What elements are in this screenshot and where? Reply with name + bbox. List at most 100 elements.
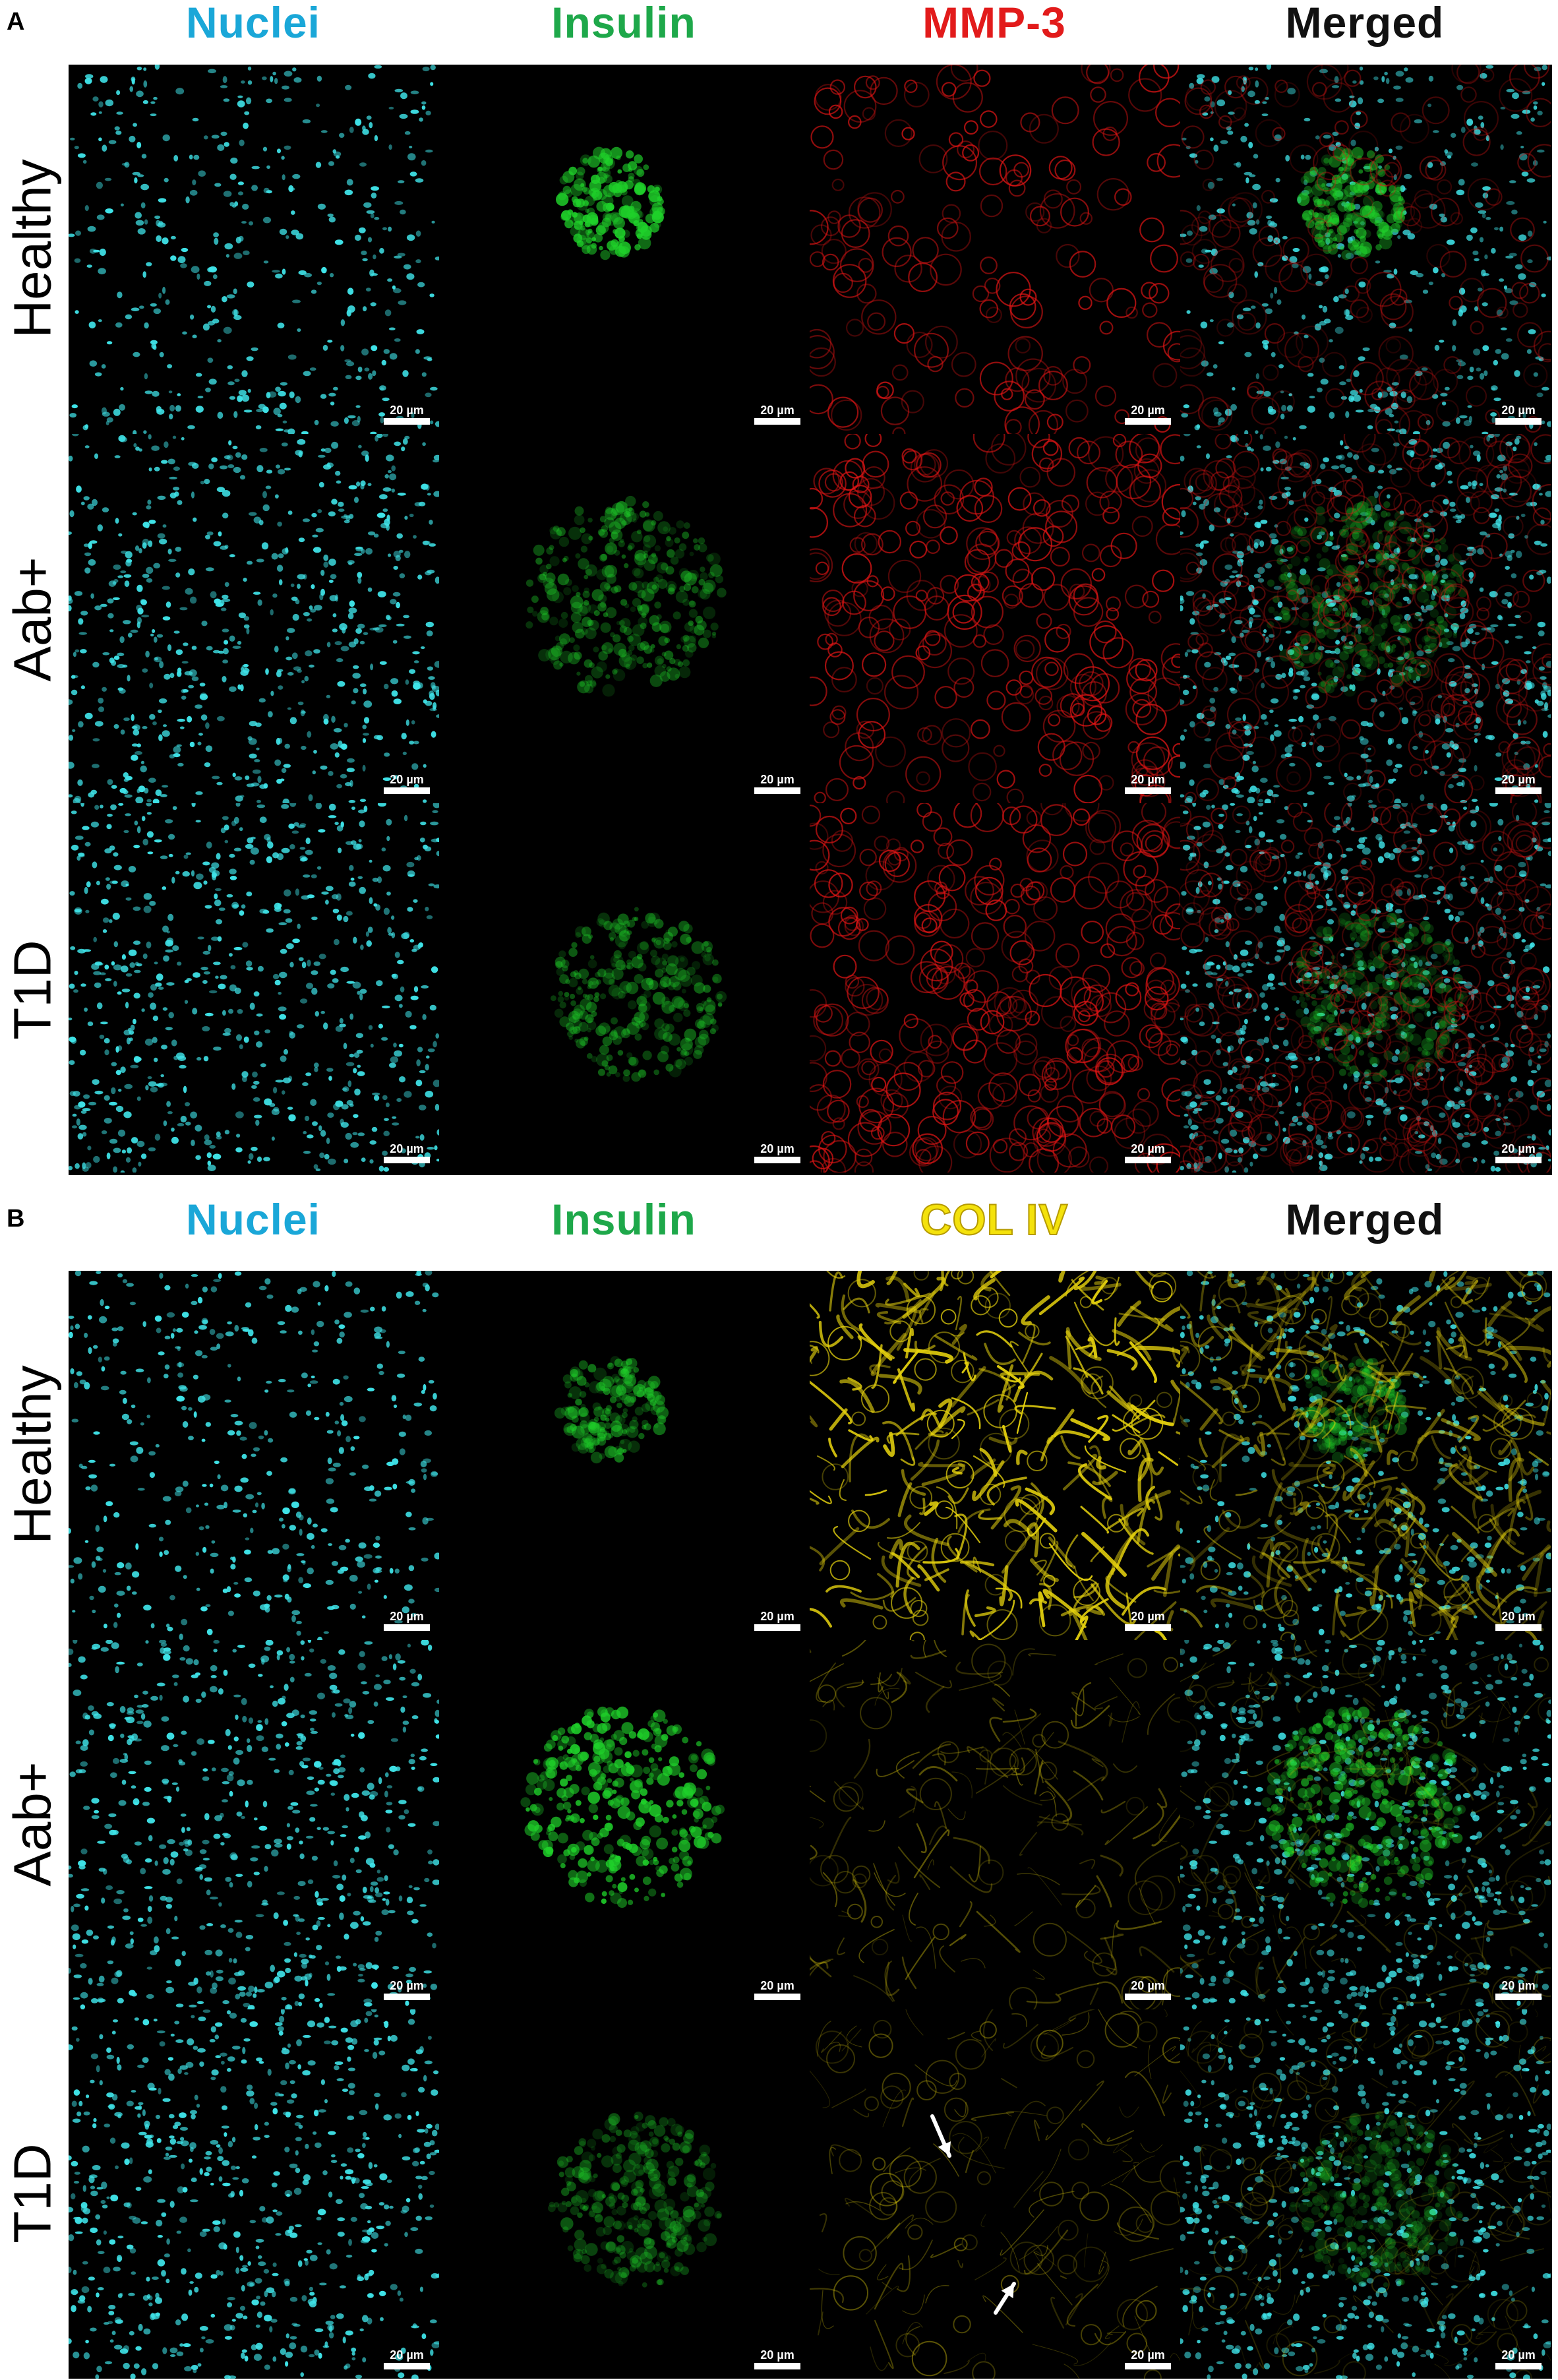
row-label-t1d: T1D <box>3 2143 63 2243</box>
scale-bar: 20 µm <box>1495 404 1542 425</box>
scale-bar: 20 µm <box>754 404 800 425</box>
scale-bar-label: 20 µm <box>1131 1142 1165 1155</box>
scale-bar-label: 20 µm <box>760 773 794 786</box>
scale-bar: 20 µm <box>384 1980 430 2000</box>
scale-bar-line <box>1495 1157 1542 1163</box>
micrograph-aab-stain: 20 µm <box>810 434 1180 803</box>
scale-bar-line <box>1125 2363 1171 2369</box>
scale-bar-label: 20 µm <box>390 1142 424 1155</box>
scale-bar: 20 µm <box>1125 1610 1171 1631</box>
micrograph-healthy-merged: 20 µm <box>1180 1271 1551 1640</box>
scale-bar: 20 µm <box>754 2349 800 2369</box>
column-title-insulin: Insulin <box>551 1195 696 1244</box>
micrograph-t1d-nuclei: 20 µm <box>69 2009 439 2379</box>
scale-bar-line <box>384 1624 430 1631</box>
image-grid-a: 20 µm 20 µm 20 µm 20 µm 20 µm 20 µm 20 µm 20 µm… <box>69 65 1552 1175</box>
scale-bar-label: 20 µm <box>1501 773 1536 786</box>
micrograph-healthy-stain: 20 µm <box>810 65 1180 434</box>
scale-bar-label: 20 µm <box>1131 773 1165 786</box>
scale-bar-line <box>754 787 800 794</box>
micrograph-healthy-insulin: 20 µm <box>439 1271 810 1640</box>
row-label-aab: Aab+ <box>3 557 62 682</box>
image-grid-b: 20 µm 20 µm 20 µm 20 µm 20 µm 20 µm 20 µm 20 µm… <box>69 1271 1552 2379</box>
scale-bar-label: 20 µm <box>1501 404 1536 417</box>
panel-letter: A <box>7 8 25 36</box>
scale-bar: 20 µm <box>1495 1143 1542 1163</box>
scale-bar: 20 µm <box>384 1143 430 1163</box>
scale-bar: 20 µm <box>384 774 430 794</box>
column-title-nuclei: Nuclei <box>185 0 321 47</box>
micrograph-aab-insulin: 20 µm <box>439 434 810 803</box>
scale-bar-label: 20 µm <box>760 1610 794 1623</box>
scale-bar: 20 µm <box>384 404 430 425</box>
micrograph-t1d-stain: 20 µm <box>810 2009 1180 2379</box>
scale-bar-label: 20 µm <box>390 1979 424 1992</box>
scale-bar-line <box>1125 1624 1171 1631</box>
scale-bar-label: 20 µm <box>1501 1979 1536 1992</box>
scale-bar-label: 20 µm <box>390 773 424 786</box>
scale-bar-label: 20 µm <box>1131 1979 1165 1992</box>
micrograph-aab-merged: 20 µm <box>1180 1640 1551 2009</box>
scale-bar-line <box>754 1994 800 2000</box>
scale-bar-line <box>1495 2363 1542 2369</box>
scale-bar: 20 µm <box>1495 1610 1542 1631</box>
micrograph-healthy-stain: 20 µm <box>810 1271 1180 1640</box>
scale-bar-label: 20 µm <box>760 1979 794 1992</box>
scale-bar-label: 20 µm <box>1501 1142 1536 1155</box>
micrograph-healthy-merged: 20 µm <box>1180 65 1551 434</box>
micrograph-t1d-stain: 20 µm <box>810 803 1180 1173</box>
scale-bar: 20 µm <box>1125 2349 1171 2369</box>
scale-bar-line <box>754 1624 800 1631</box>
scale-bar-line <box>1495 418 1542 425</box>
micrograph-t1d-insulin: 20 µm <box>439 803 810 1173</box>
scale-bar-line <box>1125 418 1171 425</box>
scale-bar-label: 20 µm <box>1501 1610 1536 1623</box>
scale-bar: 20 µm <box>1495 774 1542 794</box>
scale-bar-line <box>384 787 430 794</box>
scale-bar-label: 20 µm <box>760 404 794 417</box>
scale-bar-label: 20 µm <box>390 1610 424 1623</box>
scale-bar-label: 20 µm <box>390 2348 424 2362</box>
scale-bar: 20 µm <box>1125 1143 1171 1163</box>
micrograph-aab-merged: 20 µm <box>1180 434 1551 803</box>
panel-letter: B <box>7 1205 25 1233</box>
micrograph-aab-insulin: 20 µm <box>439 1640 810 2009</box>
panel-b: B Nuclei Insulin COL IV Merged Healthy A… <box>0 1194 1558 2380</box>
panel-a: A Nuclei Insulin MMP-3 Merged Healthy Aa… <box>0 0 1558 1180</box>
micrograph-aab-nuclei: 20 µm <box>69 1640 439 2009</box>
scale-bar-label: 20 µm <box>1131 404 1165 417</box>
scale-bar: 20 µm <box>1125 774 1171 794</box>
scale-bar-line <box>384 418 430 425</box>
scale-bar: 20 µm <box>1125 1980 1171 2000</box>
row-label-t1d: T1D <box>3 940 63 1040</box>
column-title-insulin: Insulin <box>551 0 696 47</box>
scale-bar-line <box>1125 787 1171 794</box>
scale-bar-line <box>1495 1624 1542 1631</box>
micrograph-t1d-nuclei: 20 µm <box>69 803 439 1173</box>
micrograph-t1d-merged: 20 µm <box>1180 803 1551 1173</box>
scale-bar-line <box>754 1157 800 1163</box>
column-title-merged: Merged <box>1285 1195 1445 1244</box>
scale-bar-line <box>1495 787 1542 794</box>
micrograph-healthy-nuclei: 20 µm <box>69 65 439 434</box>
column-title-col4: COL IV <box>920 1194 1069 1244</box>
micrograph-aab-stain: 20 µm <box>810 1640 1180 2009</box>
scale-bar-line <box>384 1994 430 2000</box>
scale-bar: 20 µm <box>754 1143 800 1163</box>
scale-bar-line <box>384 2363 430 2369</box>
scale-bar-line <box>1495 1994 1542 2000</box>
scale-bar: 20 µm <box>754 1980 800 2000</box>
scale-bar-label: 20 µm <box>1131 2348 1165 2362</box>
row-label-healthy: Healthy <box>3 159 62 338</box>
scale-bar: 20 µm <box>754 1610 800 1631</box>
scale-bar-line <box>754 418 800 425</box>
column-title-nuclei: Nuclei <box>185 1195 321 1244</box>
scale-bar: 20 µm <box>754 774 800 794</box>
scale-bar-label: 20 µm <box>760 1142 794 1155</box>
row-label-aab: Aab+ <box>3 1761 62 1887</box>
scale-bar: 20 µm <box>1125 404 1171 425</box>
scale-bar: 20 µm <box>384 2349 430 2369</box>
scale-bar-label: 20 µm <box>1501 2348 1536 2362</box>
scale-bar-label: 20 µm <box>760 2348 794 2362</box>
scale-bar: 20 µm <box>1495 1980 1542 2000</box>
